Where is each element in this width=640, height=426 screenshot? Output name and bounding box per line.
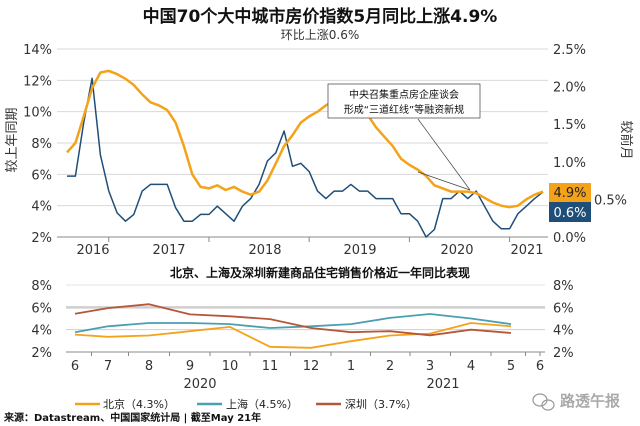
wechat-icon [532,393,555,411]
left-tick-label: 12% [23,74,52,89]
x-tick-label: 2017 [152,243,185,258]
x-tick-label: 8 [145,359,153,374]
x-tick-label: 6 [536,359,544,374]
x-tick-label: 3 [426,359,434,374]
left-tick-label: 10% [23,106,52,121]
left-tick-label: 2% [31,346,52,361]
annotation-box: 中央召集重点房企座谈会 形成“三道红线”等融资新规 [327,83,481,191]
x-tick-label: 2021 [510,243,543,258]
navy-end-label: 0.6% [553,206,586,221]
watermark: 路透午报 [560,392,620,410]
legend: 北京（4.3%） 上海（4.5%） 深圳（3.7%） [75,397,417,411]
x-tick-label: 12 [303,359,320,374]
right-tick-label: 0.0% [553,231,586,246]
annotation-pointer [417,171,471,191]
right-axis-title: 较前月 [618,120,634,159]
annotation-line-2: 形成“三道红线”等融资新规 [344,103,464,116]
year-label: 2021 [426,377,459,392]
x-tick-label: 9 [186,359,194,374]
beijing-line [74,322,512,349]
x-tick-label: 6 [71,359,79,374]
left-tick-label: 4% [31,200,52,215]
legend-label-shenzhen: 深圳（3.7%） [345,398,417,411]
annotation-pointer [417,118,471,191]
right-tick-label: 4% [553,324,574,339]
right-tick-label: 0.5% [594,193,627,208]
x-tick-label: 2020 [440,243,473,258]
legend-label-shanghai: 上海（4.5%） [226,397,298,411]
right-tick-label: 2% [553,346,574,361]
yoy-series-line [66,69,544,209]
x-tick-label: 5 [507,359,515,374]
orange-end-badge [549,183,591,202]
shenzhen-line [74,303,512,337]
left-tick-label: 8% [31,279,52,294]
left-tick-label: 2% [31,231,52,246]
orange-end-label: 4.9% [553,186,586,201]
x-tick-label: 7 [104,359,112,374]
shanghai-line [74,313,512,334]
right-tick-label: 2.5% [553,43,586,58]
right-tick-label: 1.0% [553,156,586,171]
chart-title: 中国70个大中城市房价指数5月同比上涨4.9% [143,6,498,27]
annotation-line-1: 中央召集重点房企座谈会 [349,88,459,101]
x-tick-label: 2018 [248,243,281,258]
x-tick-label: 1 [347,359,355,374]
source-note: 来源：Datastream、中国国家统计局 | 截至May 21年 [3,411,261,424]
x-tick-label: 2016 [76,243,109,258]
top-chart: 2% 4% 6% 8% 10% 12% 14% 0.0% 0.5% 1.0% 1.5% 2.0% 2.5… [23,43,627,258]
chart-subtitle: 环比上涨0.6% [281,27,360,42]
left-tick-label: 4% [31,324,52,339]
left-tick-label: 6% [31,301,52,316]
right-tick-label: 8% [553,279,574,294]
x-tick-label: 4 [467,359,475,374]
left-tick-label: 14% [23,43,52,58]
left-axis-title: 较上年同期 [5,107,20,172]
x-tick-label: 2019 [343,243,376,258]
left-tick-label: 8% [31,137,52,152]
right-tick-label: 2.0% [553,81,586,96]
mom-series-line [67,77,544,238]
left-tick-label: 6% [31,168,52,183]
navy-end-badge [549,202,591,222]
right-tick-label: 1.5% [553,118,586,133]
x-tick-label: 11 [262,359,279,374]
legend-label-beijing: 北京（4.3%） [103,397,175,411]
right-tick-label: 6% [553,301,574,316]
year-label: 2020 [183,377,216,392]
x-tick-label: 10 [222,359,239,374]
x-tick-label: 2 [386,359,394,374]
bottom-chart-title: 北京、上海及深圳新建商品住宅销售价格近一年同比表现 [170,265,470,280]
